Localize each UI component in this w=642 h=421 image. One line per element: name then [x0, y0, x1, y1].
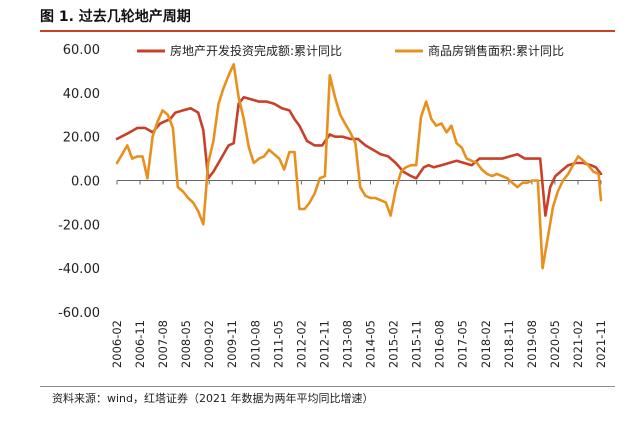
y-tick-label: 60.00 [63, 43, 100, 58]
x-tick-label: 2008-05 [179, 320, 193, 368]
x-tick-label: 2015-02 [387, 320, 401, 368]
x-tick-label: 2012-11 [317, 320, 331, 368]
x-tick-label: 2010-08 [248, 320, 262, 368]
series-line-investment [115, 95, 603, 217]
x-tick-label: 2009-11 [225, 320, 239, 368]
legend-label-investment: 房地产开发投资完成额:累计同比 [170, 43, 342, 58]
x-tick-label: 2011-05 [271, 320, 285, 368]
y-axis: 60.00 40.00 20.00 0.00 -20.00 -40.00 -60.00 [58, 43, 100, 321]
x-tick-label: 2018-11 [502, 320, 516, 368]
x-tick-label: 2006-02 [110, 320, 124, 368]
x-tick-label: 2015-11 [410, 320, 424, 368]
figure-title: 图 1. 过去几轮地产周期 [40, 9, 191, 25]
x-tick-label: 2020-05 [548, 320, 562, 368]
x-tick-label: 2012-02 [294, 320, 308, 368]
y-tick-label: 40.00 [63, 87, 100, 102]
legend-label-sales-area: 商品房销售面积:累计同比 [428, 43, 564, 58]
source-note: 资料来源：wind，红塔证券（2021 年数据为两年平均同比增速） [52, 392, 374, 405]
series-line-sales-area [115, 63, 603, 270]
x-tick-label: 2006-11 [133, 320, 147, 368]
x-tick-label: 2013-08 [340, 320, 354, 368]
x-tick-label: 2021-02 [571, 320, 585, 368]
x-tick-label: 2014-05 [364, 320, 378, 368]
title-rule [40, 30, 615, 32]
y-tick-label: 0.00 [71, 175, 100, 190]
x-tick-label: 2009-02 [202, 320, 216, 368]
y-tick-label: -40.00 [58, 262, 100, 277]
legend: 房地产开发投资完成额:累计同比 商品房销售面积:累计同比 [137, 43, 564, 58]
series-lines [115, 63, 603, 270]
x-tick-label: 2019-08 [525, 320, 539, 368]
bottom-rule [40, 386, 615, 387]
y-tick-label: -20.00 [58, 218, 100, 233]
x-tick-label: 2017-05 [456, 320, 470, 368]
y-tick-label: 20.00 [63, 131, 100, 146]
y-tick-label: -60.00 [58, 306, 100, 321]
x-tick-label: 2016-08 [433, 320, 447, 368]
x-tick-label: 2021-11 [594, 320, 608, 368]
x-tick-label: 2018-02 [479, 320, 493, 368]
x-tick-label: 2007-08 [156, 320, 170, 368]
x-axis: 2006-02 2006-11 2007-08 2008-05 2009-02 2009-… [110, 180, 608, 368]
